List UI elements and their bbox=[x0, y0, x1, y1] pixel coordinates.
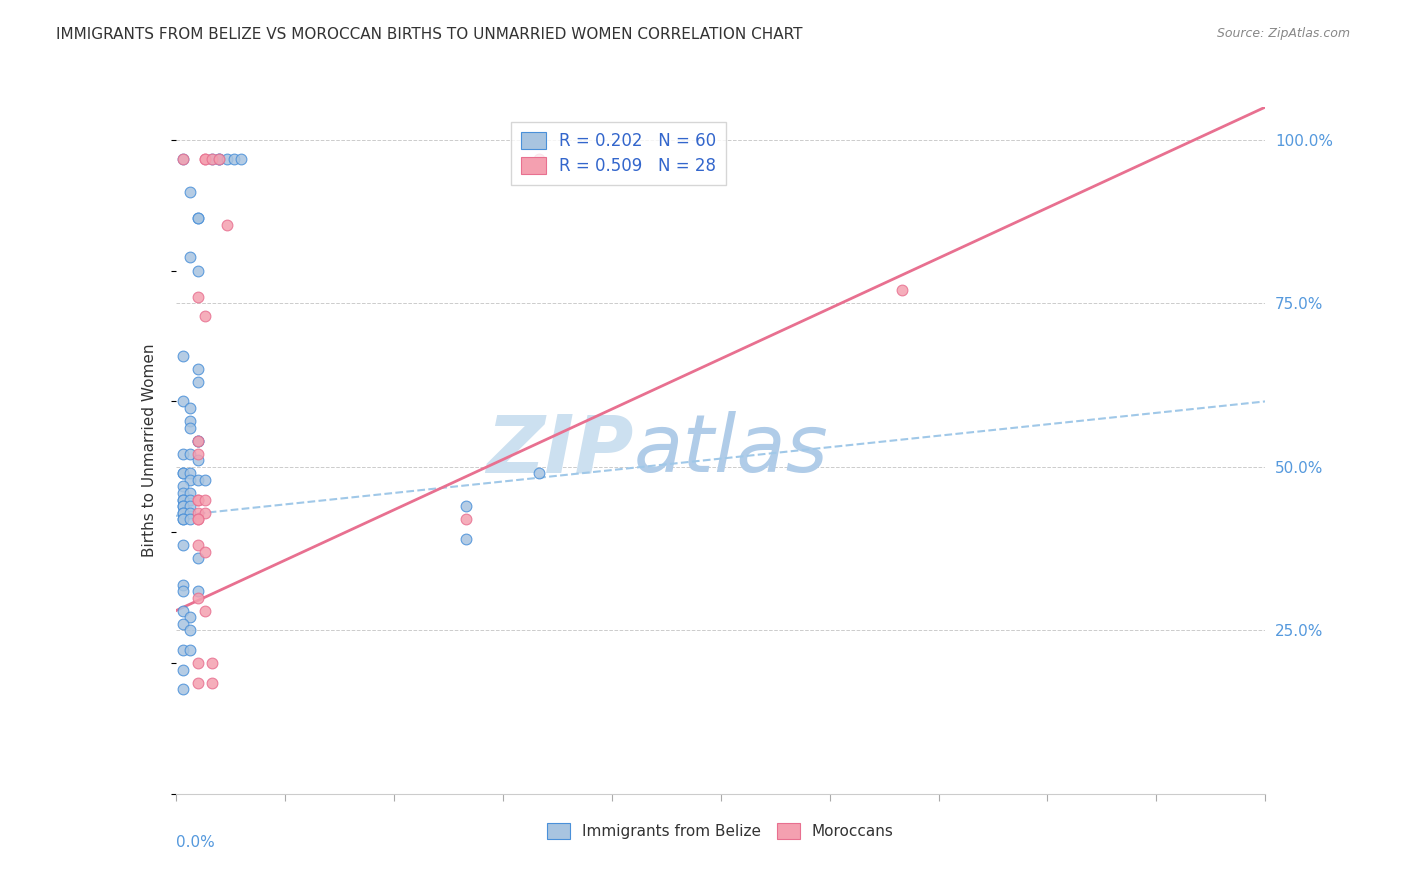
Point bbox=[172, 577, 194, 591]
Point bbox=[186, 434, 209, 448]
Legend: Immigrants from Belize, Moroccans: Immigrants from Belize, Moroccans bbox=[538, 814, 903, 848]
Point bbox=[186, 434, 209, 448]
Point bbox=[172, 584, 194, 599]
Point bbox=[186, 211, 209, 226]
Point bbox=[172, 512, 194, 526]
Text: atlas: atlas bbox=[633, 411, 828, 490]
Point bbox=[201, 153, 224, 167]
Point bbox=[186, 512, 209, 526]
Point bbox=[186, 492, 209, 507]
Point bbox=[172, 486, 194, 500]
Point bbox=[179, 420, 201, 434]
Point bbox=[172, 349, 194, 363]
Point bbox=[186, 584, 209, 599]
Point bbox=[179, 251, 201, 265]
Point bbox=[215, 153, 238, 167]
Point bbox=[172, 467, 194, 481]
Point bbox=[172, 394, 194, 409]
Point bbox=[186, 675, 209, 690]
Point bbox=[179, 512, 201, 526]
Point bbox=[172, 506, 194, 520]
Point bbox=[208, 153, 231, 167]
Point bbox=[194, 506, 217, 520]
Point bbox=[194, 545, 217, 559]
Point bbox=[179, 401, 201, 415]
Point bbox=[186, 551, 209, 566]
Point bbox=[172, 153, 194, 167]
Point bbox=[231, 153, 253, 167]
Point bbox=[186, 453, 209, 467]
Point bbox=[172, 663, 194, 677]
Point bbox=[172, 643, 194, 657]
Point bbox=[179, 486, 201, 500]
Point bbox=[456, 512, 478, 526]
Text: Source: ZipAtlas.com: Source: ZipAtlas.com bbox=[1216, 27, 1350, 40]
Point bbox=[179, 492, 201, 507]
Point bbox=[186, 656, 209, 670]
Y-axis label: Births to Unmarried Women: Births to Unmarried Women bbox=[142, 343, 157, 558]
Point bbox=[179, 473, 201, 487]
Point bbox=[194, 473, 217, 487]
Point bbox=[172, 506, 194, 520]
Point bbox=[186, 591, 209, 605]
Point bbox=[186, 263, 209, 277]
Point bbox=[186, 361, 209, 376]
Point bbox=[172, 538, 194, 552]
Point bbox=[186, 447, 209, 461]
Point bbox=[172, 492, 194, 507]
Point bbox=[186, 290, 209, 304]
Point bbox=[527, 153, 550, 167]
Point bbox=[179, 414, 201, 428]
Point bbox=[186, 512, 209, 526]
Point bbox=[172, 479, 194, 493]
Point bbox=[208, 153, 231, 167]
Point bbox=[172, 616, 194, 631]
Point bbox=[172, 512, 194, 526]
Point bbox=[186, 473, 209, 487]
Point bbox=[179, 643, 201, 657]
Point bbox=[179, 467, 201, 481]
Point bbox=[215, 218, 238, 232]
Point bbox=[201, 675, 224, 690]
Point bbox=[179, 610, 201, 624]
Point bbox=[456, 532, 478, 546]
Point bbox=[222, 153, 245, 167]
Point bbox=[194, 492, 217, 507]
Point bbox=[194, 153, 217, 167]
Point bbox=[201, 153, 224, 167]
Point bbox=[208, 153, 231, 167]
Point bbox=[172, 447, 194, 461]
Point bbox=[456, 499, 478, 513]
Point bbox=[194, 604, 217, 618]
Point bbox=[172, 682, 194, 697]
Point bbox=[172, 499, 194, 513]
Point bbox=[194, 153, 217, 167]
Text: ZIP: ZIP bbox=[486, 411, 633, 490]
Text: IMMIGRANTS FROM BELIZE VS MOROCCAN BIRTHS TO UNMARRIED WOMEN CORRELATION CHART: IMMIGRANTS FROM BELIZE VS MOROCCAN BIRTH… bbox=[56, 27, 803, 42]
Point bbox=[179, 499, 201, 513]
Point bbox=[179, 185, 201, 199]
Point bbox=[179, 447, 201, 461]
Point bbox=[172, 153, 194, 167]
Point bbox=[201, 656, 224, 670]
Point bbox=[527, 467, 550, 481]
Point bbox=[891, 283, 914, 297]
Point bbox=[172, 467, 194, 481]
Point bbox=[186, 506, 209, 520]
Point bbox=[186, 375, 209, 389]
Point bbox=[194, 310, 217, 324]
Point bbox=[172, 604, 194, 618]
Point bbox=[172, 499, 194, 513]
Point bbox=[186, 492, 209, 507]
Point bbox=[186, 434, 209, 448]
Text: 0.0%: 0.0% bbox=[176, 835, 215, 850]
Point bbox=[186, 538, 209, 552]
Point bbox=[172, 492, 194, 507]
Point bbox=[179, 506, 201, 520]
Point bbox=[186, 211, 209, 226]
Point bbox=[179, 624, 201, 638]
